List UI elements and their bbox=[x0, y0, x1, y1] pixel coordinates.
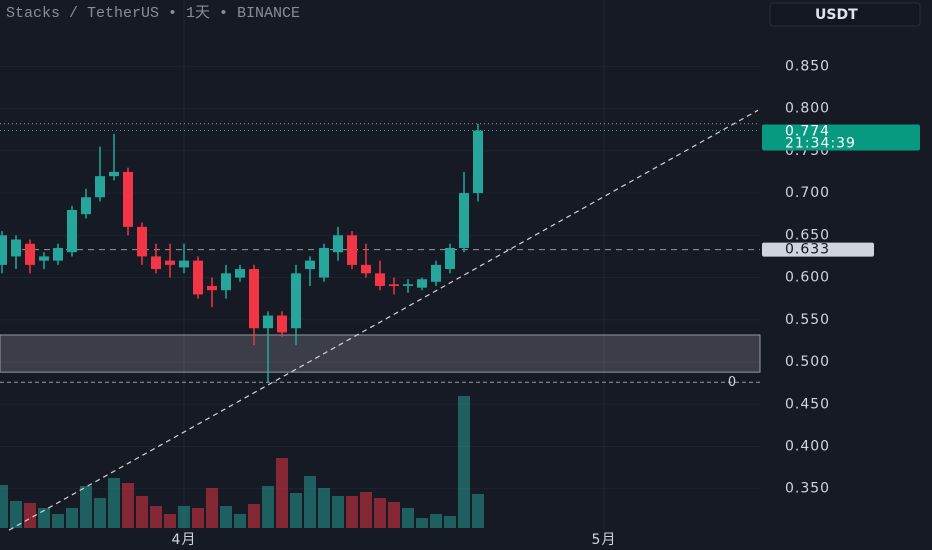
candle-body bbox=[221, 273, 231, 291]
candle-body bbox=[473, 130, 483, 194]
volume-bar bbox=[430, 514, 442, 528]
currency[interactable]: USDT bbox=[815, 7, 858, 23]
price-label-box bbox=[762, 124, 920, 151]
volume-bar bbox=[0, 485, 8, 528]
volume-bar bbox=[38, 508, 50, 528]
candle-body bbox=[361, 264, 371, 274]
volume-bar bbox=[276, 458, 288, 528]
volume-bar bbox=[346, 496, 358, 528]
candle-body bbox=[11, 239, 21, 257]
candle-body bbox=[0, 235, 7, 265]
volume-bar bbox=[164, 514, 176, 528]
candle-body bbox=[109, 171, 119, 177]
volume-bar bbox=[24, 503, 36, 528]
volume-bar bbox=[10, 501, 22, 528]
volume-bar bbox=[192, 508, 204, 528]
x-tick-label: 5月 bbox=[592, 532, 617, 548]
candle-body bbox=[123, 171, 133, 227]
volume-bar bbox=[108, 478, 120, 528]
candle-body bbox=[39, 256, 49, 261]
y-tick-label: 0.850 bbox=[785, 58, 830, 74]
volume-bar bbox=[374, 498, 386, 528]
candle-body bbox=[193, 260, 203, 295]
price-line-label: 0.633 bbox=[785, 242, 830, 258]
candle-body bbox=[137, 226, 147, 257]
volume-bar bbox=[402, 508, 414, 528]
candle-body bbox=[389, 284, 399, 286]
volume-bar bbox=[304, 476, 316, 528]
volume-bar bbox=[416, 518, 428, 528]
volume-bar bbox=[150, 506, 162, 528]
volume-bar bbox=[318, 488, 330, 528]
candle-body bbox=[403, 284, 413, 286]
candle-body bbox=[319, 247, 329, 278]
candle-body bbox=[235, 269, 245, 278]
candle-body bbox=[81, 197, 91, 215]
volume-bar bbox=[332, 496, 344, 528]
volume-bar bbox=[234, 514, 246, 528]
volume-bar bbox=[206, 488, 218, 528]
price-label: 0.774 bbox=[785, 124, 830, 140]
volume-bar bbox=[262, 486, 274, 528]
candle-body bbox=[263, 315, 273, 329]
volume-bar bbox=[388, 502, 400, 528]
candle-body bbox=[431, 264, 441, 282]
volume-bar bbox=[52, 514, 64, 528]
currency-box[interactable] bbox=[769, 2, 921, 27]
y-tick-label: 0.700 bbox=[785, 185, 830, 201]
candle-body bbox=[347, 235, 357, 265]
candle-body bbox=[333, 235, 343, 253]
chart-title: Stacks / TetherUS • 1天 • BINANCE bbox=[6, 5, 300, 22]
volume-bar bbox=[458, 396, 470, 528]
volume-bar bbox=[290, 493, 302, 528]
candle-body bbox=[165, 260, 175, 265]
level-label: 0 bbox=[728, 375, 736, 390]
candle-body bbox=[207, 285, 217, 291]
zone bbox=[0, 334, 761, 373]
volume-bar bbox=[94, 498, 106, 528]
y-tick-label: 0.350 bbox=[785, 481, 830, 497]
y-tick-label: 0.600 bbox=[785, 270, 830, 286]
candle-body bbox=[305, 260, 315, 270]
volume-bar bbox=[472, 494, 484, 528]
y-tick-label: 0.450 bbox=[785, 396, 830, 412]
y-tick-label: 0.650 bbox=[785, 227, 830, 243]
countdown: 21:34:39 bbox=[785, 136, 856, 152]
trendline bbox=[8, 109, 759, 531]
volume-bar bbox=[248, 504, 260, 528]
candle-body bbox=[151, 256, 161, 270]
x-tick-label: 4月 bbox=[172, 532, 197, 548]
candle-body bbox=[95, 176, 105, 198]
candle-body bbox=[179, 260, 189, 268]
candle-body bbox=[277, 315, 287, 333]
y-tick-label: 0.550 bbox=[785, 312, 830, 328]
volume-bar bbox=[178, 506, 190, 528]
candle-body bbox=[53, 247, 63, 261]
volume-bar bbox=[122, 483, 134, 528]
candle-body bbox=[459, 193, 469, 248]
candle-body bbox=[25, 243, 35, 265]
volume-bar bbox=[220, 506, 232, 528]
candle-body bbox=[249, 269, 259, 329]
volume-bar bbox=[360, 492, 372, 528]
y-tick-label: 0.500 bbox=[785, 354, 830, 370]
candle-body bbox=[417, 279, 427, 288]
candle-body bbox=[375, 273, 385, 286]
volume-bar bbox=[444, 516, 456, 528]
candle-body bbox=[291, 273, 301, 329]
price-line-label-box bbox=[762, 242, 874, 257]
candle-body bbox=[445, 247, 455, 270]
y-tick-label: 0.400 bbox=[785, 439, 830, 455]
volume-bar bbox=[136, 496, 148, 528]
y-tick-label: 0.800 bbox=[785, 101, 830, 117]
volume-bar bbox=[80, 486, 92, 528]
volume-bar bbox=[66, 508, 78, 528]
candle-body bbox=[67, 209, 77, 253]
